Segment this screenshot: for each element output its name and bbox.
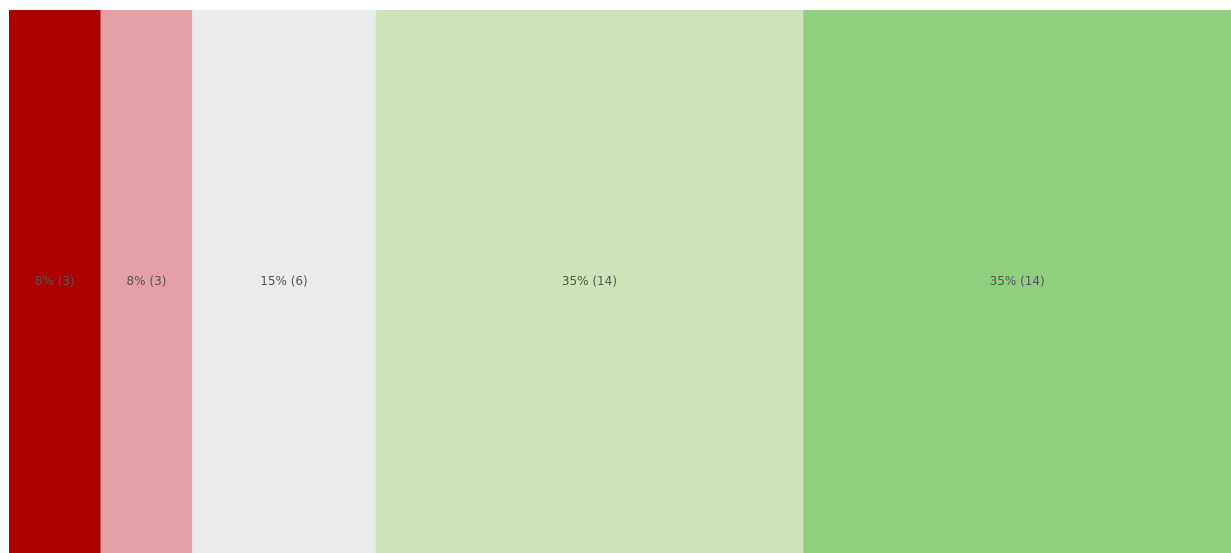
bar-segment: [192, 10, 376, 553]
bar-segment: [375, 10, 804, 553]
segment-label: 35% (14): [562, 274, 617, 288]
segment-label: 8% (3): [35, 274, 75, 288]
segment-label: 35% (14): [990, 274, 1045, 288]
bar-segment: [100, 10, 193, 553]
bar-segment: [803, 10, 1231, 553]
segment-label: 8% (3): [127, 274, 167, 288]
bar-segment: [9, 10, 101, 553]
segment-label: 15% (6): [260, 274, 307, 288]
